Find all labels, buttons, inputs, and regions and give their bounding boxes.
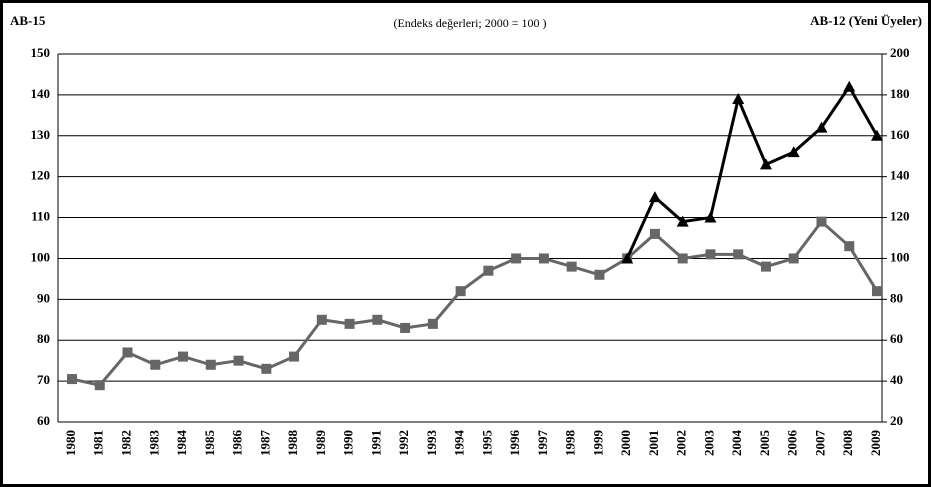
x-tick-label: 1983 [146,430,161,457]
y-tick-label: 70 [37,372,50,387]
point-marker [649,228,660,239]
x-tick-label: 1991 [368,430,383,456]
point-marker [843,80,856,92]
x-tick-label: 1993 [424,430,439,457]
point-marker [594,269,605,280]
point-marker [871,129,883,141]
point-marker [316,314,327,325]
y2-tick-label: 100 [890,249,910,264]
point-marker [648,191,661,203]
point-marker [872,286,882,297]
x-tick-label: 2006 [785,430,800,457]
point-marker [94,380,105,391]
point-marker [205,359,216,370]
y2-tick-label: 160 [890,127,910,142]
x-tick-label: 2005 [757,430,772,457]
x-tick-label: 2003 [701,430,716,457]
x-tick-label: 1997 [535,430,550,457]
point-marker [732,92,745,104]
point-marker [566,261,577,272]
y2-tick-label: 80 [890,290,903,305]
x-tick-label: 1984 [174,430,189,457]
x-tick-label: 1989 [313,430,328,457]
x-tick-label: 1985 [202,430,217,457]
y-tick-label: 120 [31,168,51,183]
point-marker [816,216,827,227]
chart-title: (Endeks değerleri; 2000 = 100 ) [393,16,546,30]
y2-tick-label: 140 [890,168,910,183]
point-marker [400,322,411,333]
y-axis-title: AB-15 [10,13,46,28]
y-tick-label: 80 [37,331,50,346]
point-marker [344,318,355,329]
x-tick-label: 2004 [729,430,744,457]
point-marker [483,265,494,276]
point-marker [705,249,716,260]
point-marker [788,253,799,264]
y2-tick-label: 60 [890,331,903,346]
x-tick-label: 1990 [341,430,356,456]
x-tick-label: 1982 [119,430,134,456]
y2-tick-label: 180 [890,86,910,101]
point-marker [760,261,771,272]
point-marker [676,215,689,227]
x-tick-label: 1987 [257,430,272,457]
y-tick-label: 110 [31,209,50,224]
point-marker [289,351,300,362]
x-tick-label: 1981 [91,430,106,456]
point-marker [538,253,549,264]
x-tick-label: 1995 [479,430,494,457]
y-tick-label: 140 [31,86,51,101]
point-marker [122,347,133,358]
y-tick-label: 150 [31,45,51,60]
point-marker [372,314,383,325]
point-marker [67,374,77,385]
point-marker [759,158,772,170]
point-marker [261,363,272,374]
y2-tick-label: 20 [890,413,903,428]
x-tick-label: 1992 [396,430,411,456]
point-marker [150,359,161,370]
x-tick-label: 1999 [590,430,605,457]
x-tick-label: 2000 [618,430,633,456]
x-tick-label: 1986 [230,430,245,457]
point-marker [455,286,466,297]
y-tick-label: 90 [37,290,50,305]
point-marker [178,351,189,362]
x-tick-label: 2002 [674,430,689,456]
y2-axis-title: AB-12 (Yeni Üyeler) [810,13,922,28]
y2-tick-label: 40 [890,372,903,387]
point-marker [733,249,744,260]
x-tick-label: 2009 [868,430,883,457]
x-tick-label: 2007 [812,430,827,457]
x-tick-label: 1988 [285,430,300,457]
x-tick-label: 1994 [452,430,467,457]
y-tick-label: 130 [31,127,51,142]
y-tick-label: 60 [37,413,50,428]
point-marker [233,355,244,366]
point-marker [787,146,800,158]
x-tick-label: 2001 [646,430,661,456]
y2-tick-label: 200 [890,45,910,60]
x-tick-label: 1998 [563,430,578,457]
point-marker [815,121,828,133]
x-tick-label: 1996 [507,430,522,457]
x-tick-label: 2008 [840,430,855,457]
point-marker [511,253,522,264]
series-line [625,83,879,260]
point-marker [844,241,855,252]
point-marker [621,252,634,264]
y2-tick-label: 120 [890,209,910,224]
x-tick-label: 1980 [63,430,78,456]
point-marker [677,253,688,264]
point-marker [427,318,438,329]
y-tick-label: 100 [31,249,51,264]
point-marker [704,211,717,223]
